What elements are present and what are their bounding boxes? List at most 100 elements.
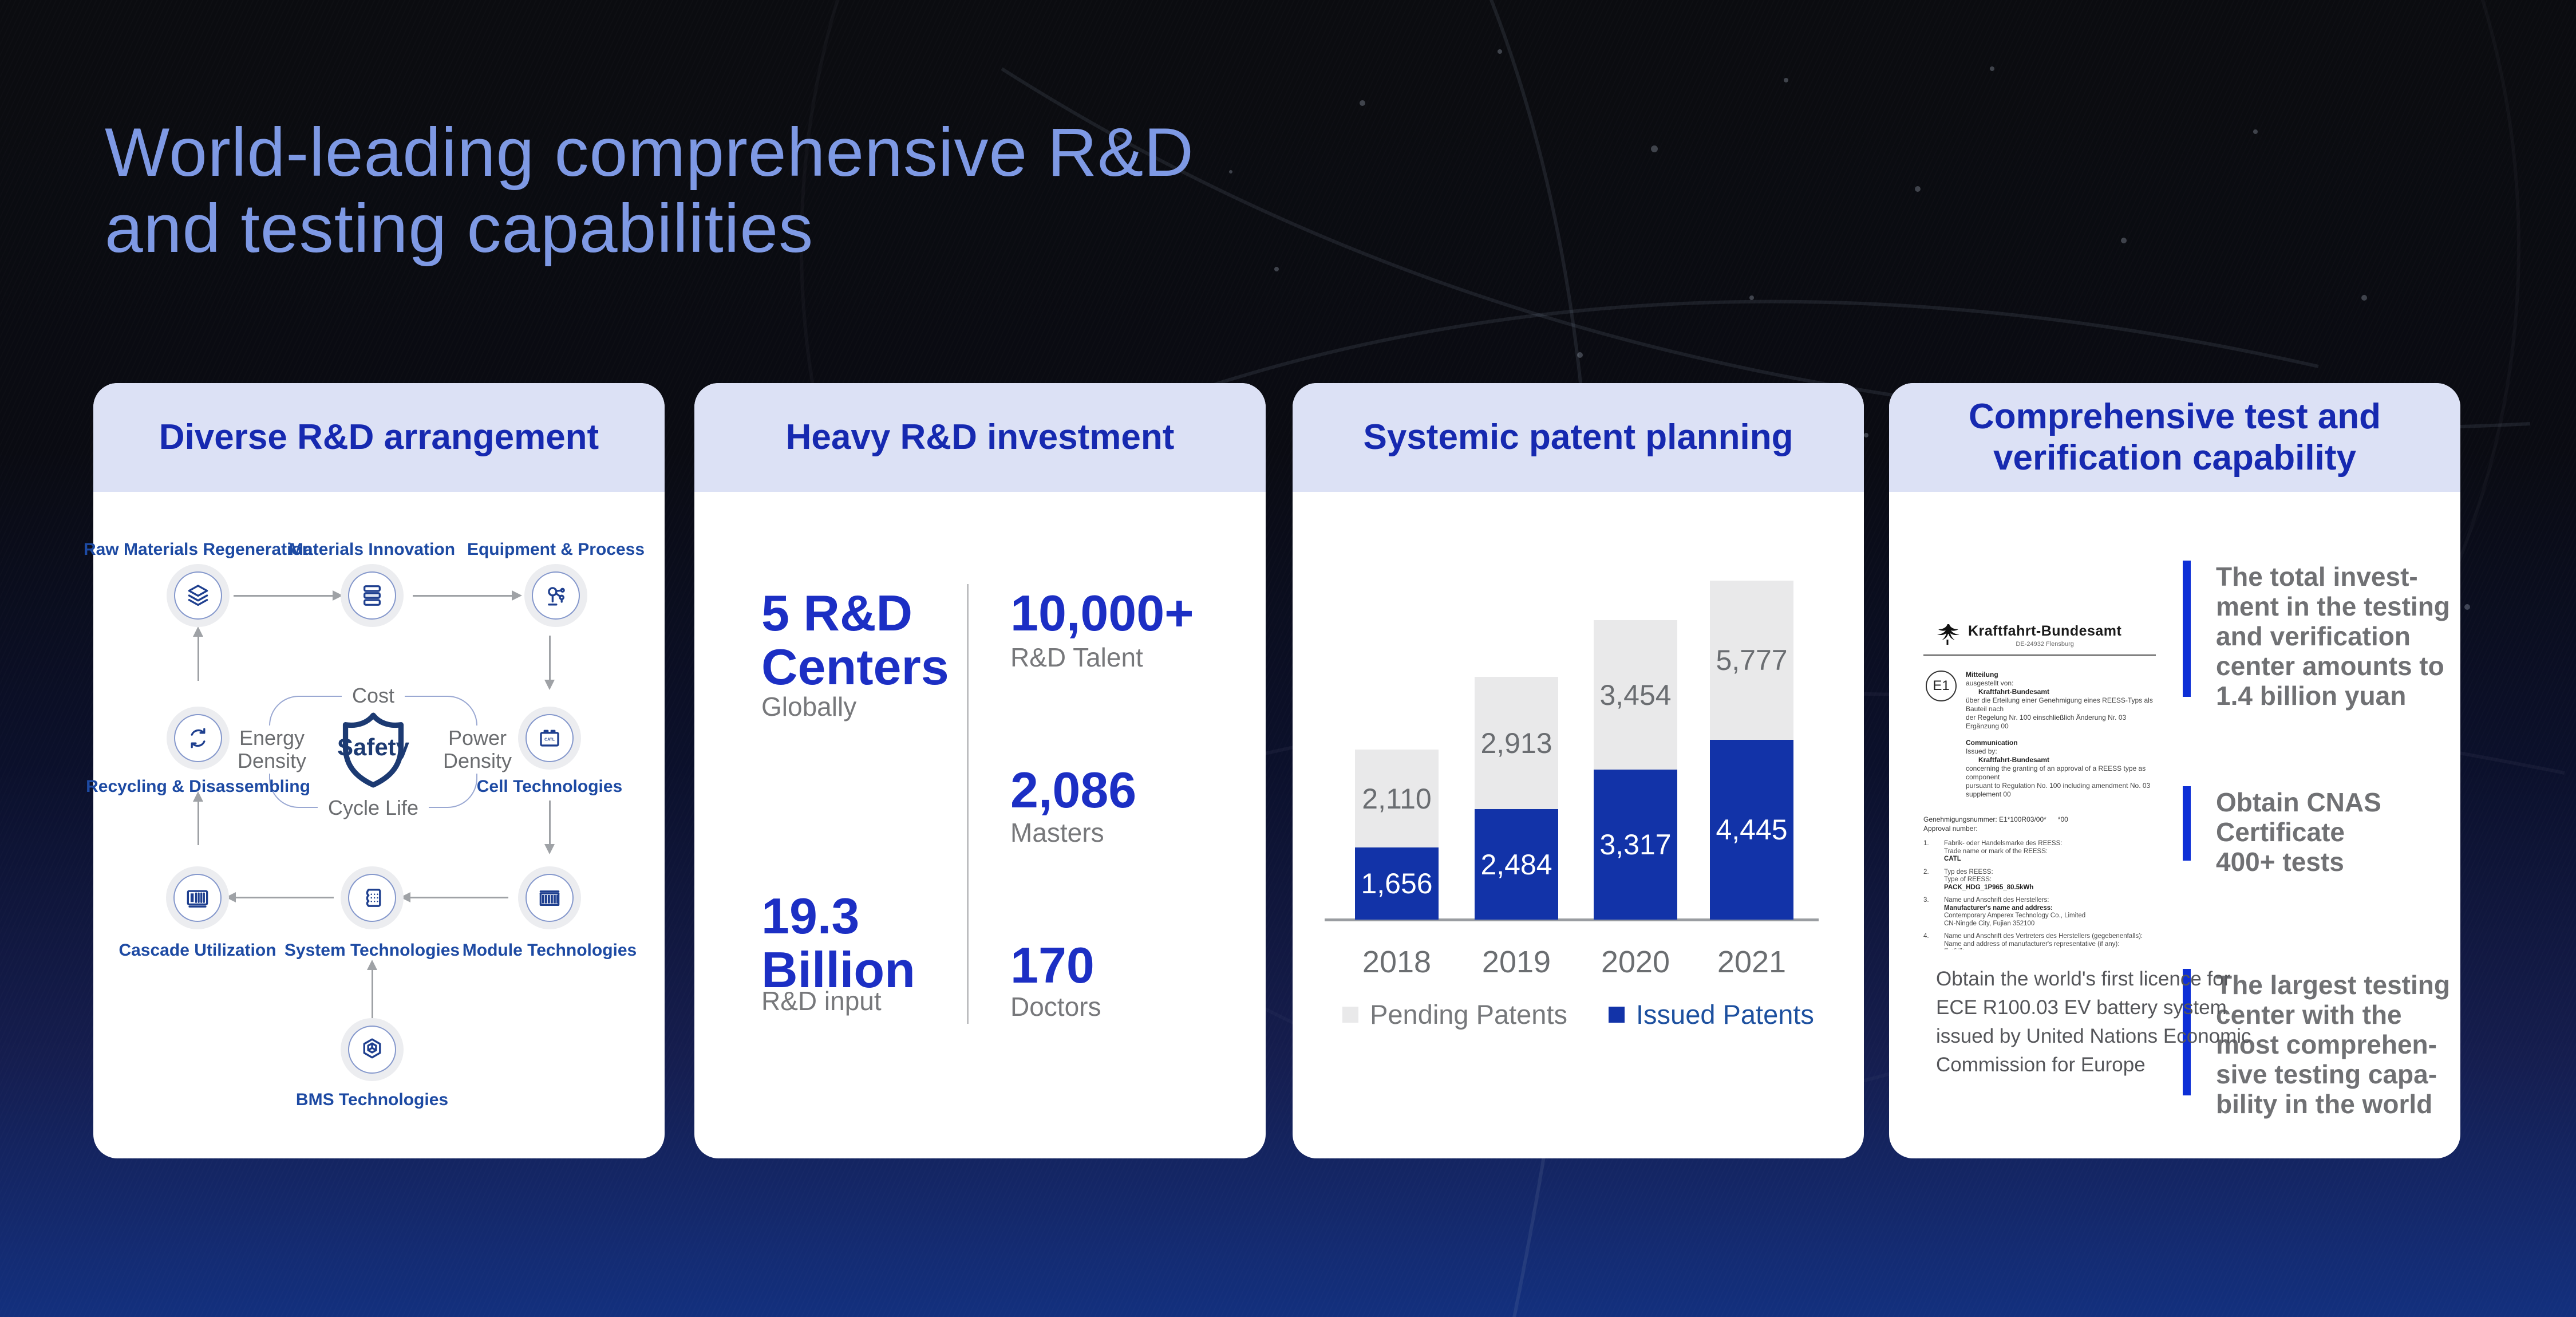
- page-title: World-leading comprehensive R&D and test…: [105, 114, 1194, 267]
- highlight-cnas-certificate: Obtain CNAS Certificate 400+ tests: [2183, 786, 2381, 877]
- certificate-approval-number: Genehmigungsnummer: E1*100R03/00* *00 Ap…: [1923, 815, 2068, 833]
- arrow-bms-to-system-icon: [367, 960, 377, 1024]
- rd-cycle-diagram: Cost Cycle Life Energy Density Power Den…: [84, 383, 665, 1158]
- cascade-node-label: Cascade Utilization: [118, 941, 276, 960]
- x-tick-2019: 2019: [1481, 945, 1551, 979]
- certificate-line: Communication: [1966, 739, 2018, 747]
- issued-bar-2020: 3,317: [1594, 770, 1677, 920]
- arrow-cell-to-module-icon: [544, 801, 555, 854]
- system-node-system-icon: [341, 866, 404, 929]
- arrow-raw-to-materials-icon: [234, 590, 343, 601]
- arrow-materials-to-equipment-icon: [413, 590, 522, 601]
- ring-label-energy-density: Energy Density: [227, 725, 317, 774]
- stat-rd-talent-label: R&D Talent: [1010, 642, 1143, 672]
- stat-rd-centers-value: 5 R&D Centers: [761, 585, 949, 695]
- bms-node-bms-icon: [341, 1018, 404, 1081]
- certificate-sections: Mitteilung ausgestellt von: Kraftfahrt-Bun…: [1966, 671, 2156, 807]
- certificate-item: 1. Fabrik- oder Handelsmarke des REESS: Tr…: [1923, 840, 2063, 862]
- module-node-label: Module Technologies: [462, 941, 637, 960]
- ece-licence-note: Obtain the world's first licence for ECE…: [1936, 968, 2251, 1076]
- certificate-item: 2. Typ des REESS: Type of REESS: PACK_HDG_1…: [1923, 868, 2034, 891]
- system-node-label: System Technologies: [284, 941, 460, 960]
- pending-bar-2018: 2,110: [1355, 750, 1439, 847]
- certificate-document: Kraftfahrt-Bundesamt DE-24932 Flensburg E1…: [1923, 612, 2156, 949]
- ring-label-cost: Cost: [341, 683, 405, 708]
- highlight-cnas-certificate-text: Obtain CNAS Certificate 400+ tests: [2216, 787, 2381, 877]
- safety-shield-label: Safety: [337, 733, 410, 760]
- highlight-total-investment: The total invest- ment in the testing an…: [2183, 561, 2450, 711]
- stat-rd-centers-label: Globally: [761, 692, 857, 721]
- certificate-line: Mitteilung: [1966, 671, 1998, 679]
- ring-label-cycle-life: Cycle Life: [317, 795, 429, 821]
- certificate-agency-address: DE-24932 Flensburg: [2016, 641, 2074, 648]
- legend-swatch: [1342, 1006, 1359, 1023]
- equipment-node-label: Equipment & Process: [467, 540, 645, 559]
- cell-node-battery-icon: CATL: [518, 707, 581, 770]
- stat-rd-talent-value: 10,000+: [1010, 585, 1194, 641]
- pending-value-label: 3,454: [1599, 679, 1672, 711]
- raw-node-label: Raw Materials Regeneration: [83, 540, 313, 559]
- card-investment: Heavy R&D investment 5 R&D Centers Globa…: [694, 383, 1266, 1158]
- stat-masters-label: Masters: [1010, 818, 1104, 847]
- patents-stacked-bar-chart: Pending Patents Issued Patents 1,656 2,110…: [1293, 492, 1864, 1158]
- issued-value-label: 1,656: [1361, 868, 1433, 900]
- recycling-node-recycle-icon: [167, 707, 230, 770]
- ring-label-power-density: Power Density: [432, 725, 523, 774]
- stat-doctors-label: Doctors: [1010, 992, 1101, 1022]
- arrow-recycling-to-raw-icon: [193, 626, 203, 681]
- certificate-line: ausgestellt von:: [1966, 679, 2014, 687]
- cell-node-label: Cell Technologies: [476, 777, 623, 796]
- certificate-line: über die Erteilung einer Genehmigung ein…: [1966, 696, 2153, 713]
- card-header-patents: Systemic patent planning: [1293, 383, 1864, 492]
- chart-x-axis: [1325, 918, 1819, 921]
- legend-label: Pending Patents: [1370, 999, 1567, 1030]
- stat-rd-input-value: 19.3 Billion: [761, 888, 915, 998]
- x-tick-2018: 2018: [1362, 945, 1432, 979]
- issued-value-label: 2,484: [1480, 848, 1552, 881]
- card-header-diverse: Diverse R&D arrangement: [93, 383, 665, 492]
- svg-text:CATL: CATL: [544, 738, 555, 742]
- pending-value-label: 5,777: [1716, 644, 1788, 676]
- module-node-module-icon: [518, 866, 581, 929]
- materials-node-sandwich-icon: [341, 564, 404, 627]
- chart-legend: Pending Patents Issued Patents: [1293, 999, 1864, 1030]
- certificate-line: pursuant to Regulation No. 100 including…: [1966, 782, 2151, 798]
- pending-bar-2021: 5,777: [1710, 581, 1793, 740]
- accent-bar: [2183, 786, 2191, 861]
- certificate-line: Kraftfahrt-Bundesamt: [1978, 688, 2050, 696]
- stats-divider: [967, 584, 969, 1024]
- certificate-line: concerning the granting of an approval o…: [1966, 764, 2146, 781]
- legend-item-issued-patents: Issued Patents: [1609, 999, 1814, 1030]
- issued-value-label: 3,317: [1599, 829, 1672, 861]
- issued-bar-2019: 2,484: [1475, 809, 1558, 920]
- issued-bar-2018: 1,656: [1355, 847, 1439, 920]
- card-header-investment: Heavy R&D investment: [694, 383, 1266, 492]
- arrow-equipment-to-cell-icon: [544, 636, 555, 690]
- materials-node-label: Materials Innovation: [289, 540, 456, 559]
- bms-node-label: BMS Technologies: [295, 1090, 449, 1109]
- legend-item-pending-patents: Pending Patents: [1342, 999, 1567, 1030]
- issued-value-label: 4,445: [1716, 814, 1788, 846]
- legend-swatch: [1609, 1006, 1625, 1023]
- pending-bar-2020: 3,454: [1594, 620, 1677, 770]
- arrow-system-to-cascade-icon: [226, 892, 334, 902]
- federal-eagle-icon: [1937, 624, 1959, 645]
- equipment-node-robot-icon: [524, 564, 587, 627]
- card-test-verification: Comprehensive test and verification capa…: [1889, 383, 2460, 1158]
- x-tick-2020: 2020: [1601, 945, 1670, 979]
- e1-approval-mark: E1: [1926, 671, 1957, 701]
- certificate-item: 3. Name und Anschrift des Herstellers: Man…: [1923, 897, 2086, 927]
- stat-rd-input-label: R&D input: [761, 986, 882, 1016]
- cascade-node-cascade-icon: [166, 866, 229, 929]
- certificate-item: 4. Name und Anschrift des Vertreters des …: [1923, 933, 2143, 949]
- highlight-largest-testing-center: The largest testing center with the most…: [2183, 969, 2450, 1119]
- issued-bar-2021: 4,445: [1710, 740, 1793, 920]
- card-patents: Systemic patent planning Pending Patents…: [1293, 383, 1864, 1158]
- arrow-cascade-to-recycling-icon: [193, 791, 203, 845]
- pending-bar-2019: 2,913: [1475, 677, 1558, 809]
- certificate-line: der Regelung Nr. 100 einschließlich Ände…: [1966, 713, 2127, 730]
- legend-label: Issued Patents: [1636, 999, 1814, 1030]
- certificate-letterhead: Kraftfahrt-Bundesamt DE-24932 Flensburg: [1923, 612, 2156, 648]
- certificate-line: Kraftfahrt-Bundesamt: [1978, 756, 2050, 764]
